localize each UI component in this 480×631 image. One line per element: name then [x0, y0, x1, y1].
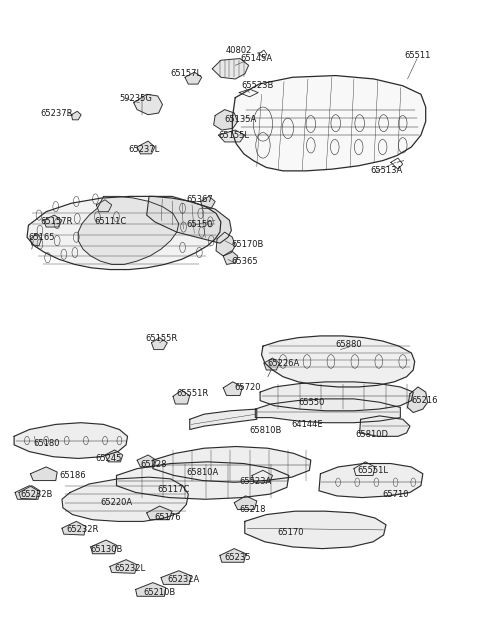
- Polygon shape: [137, 455, 156, 467]
- Polygon shape: [44, 215, 62, 227]
- Polygon shape: [360, 416, 410, 436]
- Polygon shape: [14, 423, 128, 459]
- Text: 65880: 65880: [336, 340, 362, 349]
- Polygon shape: [147, 196, 231, 243]
- Polygon shape: [30, 467, 57, 481]
- Polygon shape: [220, 548, 246, 562]
- Polygon shape: [136, 582, 166, 596]
- Text: 65165: 65165: [28, 233, 55, 242]
- Text: 65111C: 65111C: [94, 218, 126, 227]
- Text: 65710: 65710: [383, 490, 409, 498]
- Polygon shape: [216, 232, 235, 256]
- Polygon shape: [218, 130, 245, 142]
- Polygon shape: [78, 196, 179, 264]
- Polygon shape: [232, 76, 426, 171]
- Polygon shape: [245, 511, 386, 548]
- Text: 65232A: 65232A: [167, 575, 200, 584]
- Text: 65523B: 65523B: [241, 81, 273, 90]
- Text: 65810B: 65810B: [250, 426, 282, 435]
- Text: 65145A: 65145A: [240, 54, 272, 63]
- Text: 65523A: 65523A: [239, 477, 271, 486]
- Polygon shape: [96, 200, 112, 211]
- Text: 65155R: 65155R: [145, 334, 177, 343]
- Polygon shape: [91, 540, 117, 554]
- Polygon shape: [147, 506, 172, 520]
- Text: 65157L: 65157L: [170, 69, 202, 78]
- Text: 65157R: 65157R: [40, 218, 72, 227]
- Polygon shape: [262, 336, 415, 387]
- Polygon shape: [110, 560, 137, 574]
- Polygon shape: [354, 462, 375, 475]
- Polygon shape: [255, 399, 400, 423]
- Polygon shape: [260, 382, 413, 411]
- Text: 65720: 65720: [234, 383, 261, 392]
- Polygon shape: [19, 486, 40, 499]
- Polygon shape: [190, 409, 257, 430]
- Text: 65550: 65550: [299, 398, 325, 407]
- Text: 65117C: 65117C: [157, 485, 190, 495]
- Polygon shape: [15, 486, 38, 499]
- Text: 65218: 65218: [239, 505, 265, 514]
- Text: 65232L: 65232L: [115, 563, 146, 573]
- Text: 64144E: 64144E: [292, 420, 324, 429]
- Polygon shape: [214, 110, 238, 130]
- Polygon shape: [201, 196, 215, 208]
- Text: 59235G: 59235G: [120, 94, 152, 103]
- Text: 65226A: 65226A: [268, 360, 300, 369]
- Polygon shape: [223, 251, 238, 264]
- Text: 65220A: 65220A: [100, 498, 132, 507]
- Text: 65245: 65245: [96, 454, 122, 463]
- Polygon shape: [105, 450, 123, 462]
- Text: 65551R: 65551R: [177, 389, 209, 398]
- Text: 65228: 65228: [141, 460, 167, 469]
- Text: 65810D: 65810D: [356, 430, 389, 439]
- Text: 65511: 65511: [404, 52, 430, 61]
- Text: 65216: 65216: [411, 396, 438, 405]
- Polygon shape: [117, 462, 289, 499]
- Text: 65513A: 65513A: [370, 167, 402, 175]
- Text: 65170B: 65170B: [231, 240, 264, 249]
- Polygon shape: [223, 382, 242, 396]
- Text: 65551L: 65551L: [357, 466, 388, 475]
- Polygon shape: [152, 338, 167, 350]
- Text: 65810A: 65810A: [186, 468, 219, 478]
- Polygon shape: [212, 59, 249, 79]
- Polygon shape: [185, 72, 202, 84]
- Text: 65235: 65235: [225, 553, 251, 562]
- Polygon shape: [264, 358, 279, 370]
- Polygon shape: [27, 196, 221, 269]
- Text: 65210B: 65210B: [144, 587, 176, 596]
- Polygon shape: [62, 521, 86, 535]
- Text: 65232B: 65232B: [21, 490, 53, 498]
- Text: 65186: 65186: [59, 471, 86, 480]
- Polygon shape: [72, 111, 81, 120]
- Polygon shape: [408, 387, 428, 413]
- Text: 65170: 65170: [277, 528, 304, 537]
- Polygon shape: [30, 234, 41, 245]
- Polygon shape: [62, 477, 188, 521]
- Text: 65367: 65367: [186, 195, 213, 204]
- Polygon shape: [173, 391, 190, 404]
- Text: 65150: 65150: [186, 220, 213, 229]
- Polygon shape: [252, 470, 273, 482]
- Text: 65237R: 65237R: [40, 109, 72, 117]
- Polygon shape: [137, 141, 155, 154]
- Polygon shape: [134, 94, 162, 115]
- Text: 65365: 65365: [231, 257, 258, 266]
- Text: 65180: 65180: [33, 439, 60, 447]
- Polygon shape: [153, 447, 311, 482]
- Polygon shape: [319, 464, 423, 498]
- Text: 65130B: 65130B: [91, 545, 123, 554]
- Text: 65237L: 65237L: [129, 145, 160, 154]
- Text: 65176: 65176: [155, 514, 181, 522]
- Text: 65135A: 65135A: [225, 115, 257, 124]
- Text: 65155L: 65155L: [218, 131, 250, 139]
- Text: 65232R: 65232R: [67, 526, 99, 534]
- Polygon shape: [234, 496, 257, 509]
- Polygon shape: [161, 571, 191, 584]
- Text: 40802: 40802: [226, 45, 252, 54]
